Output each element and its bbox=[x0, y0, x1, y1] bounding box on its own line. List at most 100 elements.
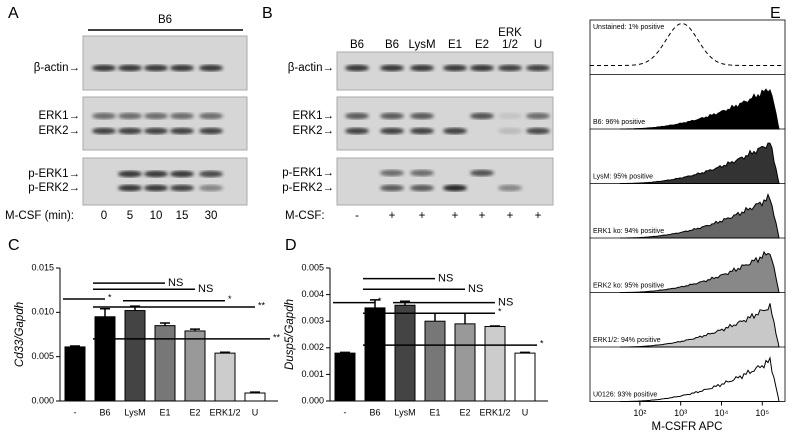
lane-label: 0 bbox=[101, 210, 107, 222]
lane-label: 15 bbox=[176, 210, 189, 222]
band bbox=[170, 64, 194, 72]
x-tick-label: - bbox=[74, 407, 77, 417]
band bbox=[470, 64, 494, 72]
band bbox=[92, 64, 116, 72]
lane-label: ERK bbox=[498, 27, 522, 39]
x-tick-label: - bbox=[344, 407, 347, 417]
x-tick-label: LysM bbox=[394, 407, 415, 417]
band bbox=[498, 112, 522, 120]
x-tick-label: E1 bbox=[429, 407, 440, 417]
band bbox=[443, 127, 467, 135]
band bbox=[170, 112, 194, 120]
band bbox=[118, 64, 142, 72]
y-axis-label: Cd33/Gapdh bbox=[14, 302, 26, 367]
blot-box bbox=[336, 157, 554, 206]
error-bar bbox=[160, 322, 170, 326]
band bbox=[498, 64, 522, 72]
band bbox=[118, 170, 142, 178]
error-bar bbox=[70, 345, 80, 347]
bar bbox=[64, 346, 86, 402]
significance-label: * bbox=[228, 294, 232, 304]
x-tick-label: U bbox=[522, 407, 529, 417]
row-label: p-ERK1→ bbox=[28, 168, 80, 180]
row-label: ERK2→ bbox=[292, 125, 334, 137]
significance-label: ** bbox=[258, 300, 266, 310]
histogram bbox=[619, 356, 780, 402]
band bbox=[470, 169, 494, 177]
histogram-label: B6: 96% positive bbox=[593, 119, 645, 126]
y-tick-label: 0.002 bbox=[301, 342, 324, 352]
bar bbox=[334, 352, 356, 402]
bar bbox=[424, 320, 446, 402]
axis-label: M-CSF (min): bbox=[5, 210, 74, 222]
lane-label: B6 bbox=[350, 39, 364, 51]
band bbox=[498, 184, 522, 192]
y-tick-label: 0.005 bbox=[31, 351, 54, 361]
band bbox=[526, 127, 550, 135]
significance-label: NS bbox=[168, 277, 183, 289]
significance-label: * bbox=[108, 292, 112, 302]
y-axis-label: Dusp5/Gapdh bbox=[284, 299, 296, 370]
lane-label: E2 bbox=[475, 39, 489, 51]
significance-label: NS bbox=[198, 283, 213, 295]
band bbox=[170, 184, 194, 192]
treatment-label: + bbox=[535, 210, 542, 222]
panel-label: A bbox=[8, 5, 19, 22]
band bbox=[410, 184, 434, 192]
x-tick-label: ERK1/2 bbox=[209, 407, 240, 417]
x-tick-label: B6 bbox=[369, 407, 380, 417]
histogram bbox=[619, 192, 780, 239]
band bbox=[199, 184, 223, 192]
error-bar bbox=[100, 308, 110, 317]
band bbox=[199, 127, 223, 135]
lane-label: LysM bbox=[408, 39, 435, 51]
error-bar bbox=[460, 312, 470, 324]
row-label: ERK1→ bbox=[38, 110, 80, 122]
histogram bbox=[619, 142, 780, 184]
band bbox=[410, 64, 434, 72]
blot-box bbox=[336, 51, 554, 91]
y-tick-label: 0.004 bbox=[301, 289, 324, 299]
band bbox=[380, 127, 404, 135]
bar bbox=[244, 392, 266, 402]
bar bbox=[484, 326, 506, 402]
histogram-label: Unstained: 1% positive bbox=[593, 24, 664, 31]
band bbox=[443, 184, 467, 192]
band bbox=[92, 112, 116, 120]
band bbox=[410, 169, 434, 177]
band bbox=[199, 112, 223, 120]
error-bar bbox=[190, 328, 200, 331]
band bbox=[345, 112, 369, 120]
bar bbox=[454, 323, 476, 402]
band bbox=[144, 184, 168, 192]
bar bbox=[94, 316, 116, 402]
band bbox=[170, 170, 194, 178]
x-tick-label: U bbox=[252, 407, 259, 417]
histogram bbox=[619, 303, 780, 348]
band bbox=[199, 170, 223, 178]
treatment-label: + bbox=[419, 210, 426, 222]
row-label: β-actin→ bbox=[288, 62, 334, 74]
significance-label: NS bbox=[498, 296, 513, 308]
histogram-label: U0126: 93% positive bbox=[593, 391, 657, 398]
treatment-label: + bbox=[452, 210, 459, 222]
x-tick-label: 10⁵ bbox=[755, 408, 769, 418]
histogram bbox=[590, 22, 784, 66]
treatment-label: + bbox=[507, 210, 514, 222]
significance-label: * bbox=[498, 307, 502, 317]
panel-label: E bbox=[770, 5, 781, 22]
y-tick-label: 0.015 bbox=[31, 262, 54, 272]
band bbox=[144, 64, 168, 72]
y-tick-label: 0.005 bbox=[301, 262, 324, 272]
panel-label: B bbox=[262, 5, 273, 22]
x-tick-label: E2 bbox=[189, 407, 200, 417]
error-bar bbox=[490, 325, 500, 327]
error-bar bbox=[250, 391, 260, 394]
y-tick-label: 0.010 bbox=[31, 307, 54, 317]
x-tick-label: 10³ bbox=[674, 408, 687, 418]
bar bbox=[514, 352, 536, 402]
bar bbox=[184, 330, 206, 402]
x-tick-label: 10² bbox=[633, 408, 646, 418]
band bbox=[380, 169, 404, 177]
